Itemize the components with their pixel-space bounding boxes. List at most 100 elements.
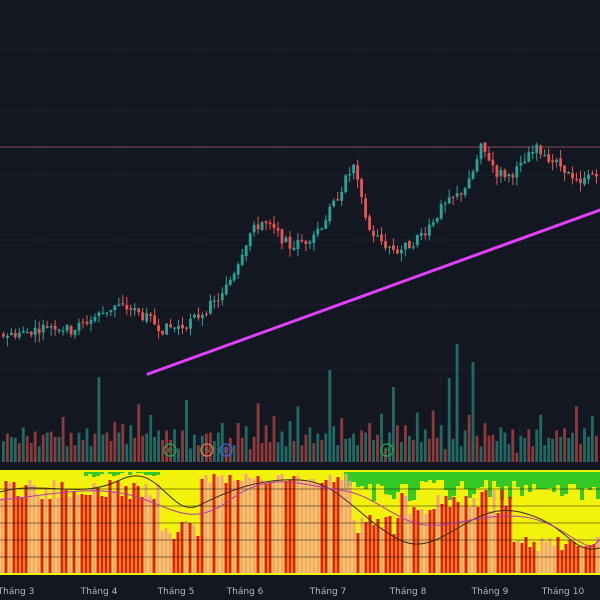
indicator-red-bar — [524, 537, 528, 573]
indicator-red-bar — [192, 525, 196, 573]
volume-bar — [57, 436, 61, 462]
volume-bar — [105, 432, 109, 462]
indicator-red-bar — [196, 536, 200, 573]
volume-bar — [348, 437, 352, 463]
x-tick-label-7: Tháng 7 — [309, 587, 347, 597]
volume-bar — [579, 444, 582, 462]
candle — [49, 323, 53, 336]
indicator-red-bar — [564, 544, 568, 573]
volume-bar — [252, 436, 256, 462]
volume-bar — [487, 435, 491, 463]
indicator-red-bar — [188, 523, 192, 573]
indicator-curve — [0, 475, 600, 550]
candle — [419, 228, 423, 240]
volume-bar — [264, 425, 268, 463]
candle — [587, 169, 590, 184]
candle — [423, 226, 427, 240]
candle — [220, 287, 224, 306]
candle — [427, 218, 431, 241]
candle — [511, 172, 515, 185]
volume-bar — [165, 430, 168, 462]
event-marker[interactable]: S — [200, 443, 214, 457]
volume-bar — [189, 448, 192, 463]
candle — [25, 328, 29, 334]
indicator-red-bar — [508, 497, 512, 573]
indicator-green-bar — [356, 472, 360, 487]
volume-bar — [344, 438, 348, 462]
volume-bar — [304, 434, 308, 462]
volume-bar — [296, 406, 300, 463]
indicator-red-bar — [116, 481, 120, 573]
indicator-green-bar — [520, 472, 524, 496]
candle — [232, 271, 236, 282]
indicator-red-bar — [532, 542, 536, 573]
candle — [543, 149, 547, 157]
volume-bar — [209, 432, 212, 462]
volume-bar — [113, 422, 117, 462]
candle — [77, 318, 81, 336]
x-tick-label-10: Tháng 10 — [541, 587, 585, 597]
indicator-green-bar — [144, 472, 148, 475]
indicator-red-bar — [84, 495, 88, 573]
indicator-green-bar — [372, 472, 376, 501]
candle — [535, 142, 539, 161]
volume-bar — [45, 432, 49, 462]
candle — [197, 307, 200, 321]
indicator-red-bar — [288, 480, 292, 573]
indicator-green-bar — [580, 472, 584, 500]
candle — [212, 295, 216, 309]
indicator-green-bar — [576, 472, 580, 489]
volume-bar — [388, 432, 391, 462]
event-marker[interactable]: D — [219, 443, 233, 457]
volume-bar — [419, 442, 423, 462]
candle — [121, 295, 125, 307]
indicator-green-bar — [100, 472, 104, 474]
indicator-green-bar — [112, 472, 116, 476]
volume-bar — [216, 432, 220, 462]
candle — [41, 319, 45, 341]
volume-bar — [288, 421, 292, 463]
indicator-red-bar — [536, 551, 540, 573]
volume-bar — [65, 446, 69, 463]
volume-bar — [463, 430, 467, 462]
indicator-red-bar — [172, 539, 176, 573]
indicator-red-bar — [260, 480, 264, 573]
indicator-green-bar — [532, 472, 536, 484]
candle — [344, 174, 348, 194]
indicator-red-bar — [332, 482, 336, 573]
indicator-red-bar — [20, 498, 24, 573]
candle — [348, 167, 352, 183]
indicator-green-bar — [400, 472, 404, 484]
indicator-red-bar — [324, 480, 328, 573]
indicator-red-bar — [100, 496, 104, 573]
candle — [575, 172, 578, 182]
candle — [292, 241, 296, 251]
candle — [356, 159, 359, 189]
volume-bar — [423, 429, 427, 462]
volume-bars — [2, 344, 598, 463]
volume-bar — [531, 446, 535, 463]
candle — [463, 186, 467, 198]
indicator-red-bar — [76, 495, 80, 573]
indicator-curve — [0, 481, 600, 547]
candle — [435, 217, 439, 224]
candle — [6, 332, 9, 347]
volume-bar — [272, 415, 276, 462]
indicator-red-bar — [240, 481, 244, 573]
candle — [523, 152, 527, 164]
indicator-red-bar — [96, 488, 100, 573]
indicator-red-bar — [496, 513, 500, 573]
volume-bar — [563, 428, 566, 462]
candle — [29, 331, 33, 338]
volume-bar — [248, 449, 252, 462]
candle — [328, 203, 332, 225]
candle — [105, 312, 109, 318]
candle — [141, 307, 145, 322]
indicator-green-bar — [92, 472, 96, 477]
event-marker[interactable]: H — [163, 443, 177, 457]
candle — [304, 239, 308, 252]
trendline[interactable] — [146, 208, 600, 376]
event-marker[interactable]: H — [380, 443, 394, 457]
price-candles — [2, 142, 598, 347]
